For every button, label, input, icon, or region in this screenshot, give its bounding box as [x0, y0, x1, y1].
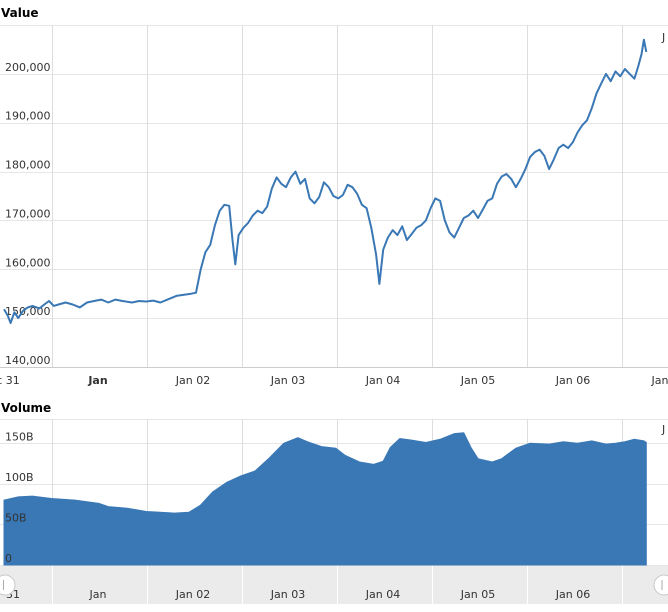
value-line-series: [3, 38, 648, 324]
volume-panel-title: Volume: [1, 401, 51, 415]
volume-y-tick-label: 150B: [5, 430, 34, 443]
value-x-tick-label: Jan 02: [175, 374, 210, 387]
volume-y-tick-label: 50B: [5, 511, 27, 524]
value-x-tick-label: Jan 04: [365, 374, 400, 387]
value-x-ticks: c 31 Jan Jan 02 Jan 03 Jan 04 Jan 05 Jan 06 Jan: [0, 374, 668, 387]
navigator-right-handle-knob[interactable]: [653, 574, 668, 596]
value-x-tick-label: Jan 06: [555, 374, 590, 387]
navigator-label: Jan: [89, 588, 107, 601]
value-y-tick-label: 160,000: [5, 256, 51, 269]
navigator-gridlines: [52, 566, 623, 604]
value-x-tick-label: Jan: [87, 374, 107, 387]
volume-area: [3, 432, 647, 566]
value-y-tick-label: 180,000: [5, 159, 51, 172]
navigator-track[interactable]: [0, 566, 668, 604]
navigator-labels: 31 Jan Jan 02 Jan 03 Jan 04 Jan 05 Jan 06: [6, 588, 590, 601]
value-gridlines: [0, 25, 668, 368]
value-y-tick-label: 170,000: [5, 207, 51, 220]
value-y-tick-label: 190,000: [5, 110, 51, 123]
navigator-right-handle[interactable]: [653, 574, 668, 596]
value-x-tick-label: c 31: [0, 374, 20, 387]
volume-y-tick-label: 0: [5, 552, 12, 565]
navigator-label: Jan 06: [555, 588, 590, 601]
navigator-label: Jan 05: [460, 588, 495, 601]
volume-y-tick-label: 100B: [5, 471, 34, 484]
navigator-label: Jan 02: [175, 588, 210, 601]
value-y-tick-label: 140,000: [5, 354, 51, 367]
value-panel-title: Value: [1, 6, 39, 20]
volume-corner-label: J: [661, 423, 665, 436]
navigator-label: Jan 03: [270, 588, 305, 601]
volume-area-series: [3, 432, 647, 566]
navigator-label: Jan 04: [365, 588, 400, 601]
value-line: [3, 38, 648, 324]
value-x-tick-label: Jan: [651, 374, 668, 387]
bottom-strip: [0, 604, 668, 612]
navigator-left-handle-knob[interactable]: [0, 574, 16, 596]
value-x-tick-label: Jan 03: [270, 374, 305, 387]
volume-y-ticks: 0 50B 100B 150B: [5, 430, 34, 565]
navigator-left-handle[interactable]: [0, 574, 16, 596]
value-y-tick-label: 200,000: [5, 61, 51, 74]
value-corner-label: J: [661, 31, 665, 44]
value-x-tick-label: Jan 05: [460, 374, 495, 387]
